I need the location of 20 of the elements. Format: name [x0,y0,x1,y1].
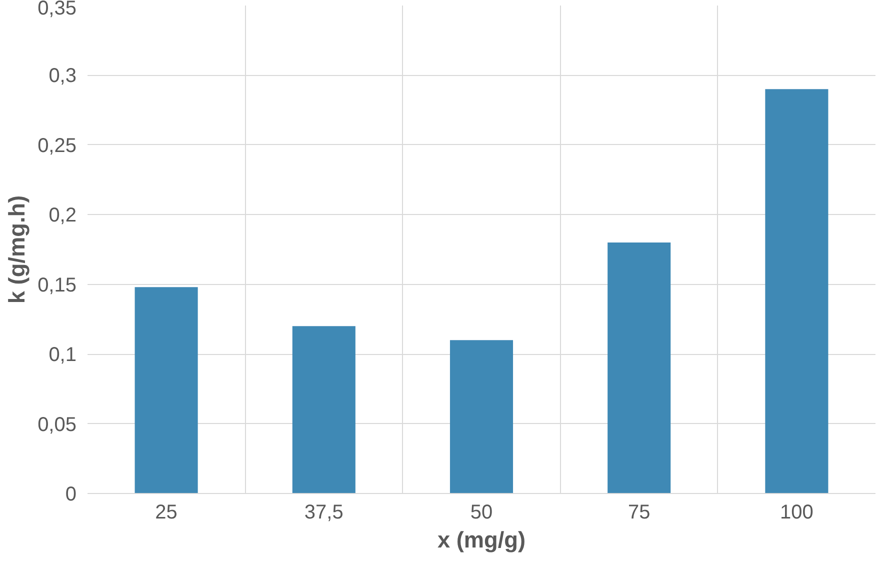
bar [765,89,828,494]
x-tick-label: 100 [780,502,814,524]
y-tick-label: 0,35 [38,0,77,20]
x-axis-title: x (mg/g) [437,526,526,552]
y-tick-label: 0,25 [38,134,77,157]
y-tick-label: 0,3 [48,65,77,88]
y-tick-label: 0,15 [38,274,77,296]
bar [450,340,514,494]
x-tick-label: 75 [628,502,650,524]
y-tick-label: 0 [65,484,76,506]
bar [134,287,198,494]
bar [608,242,671,494]
y-tick-label: 0,05 [38,414,77,436]
y-tick-label: 0,2 [48,204,77,227]
x-tick-label: 25 [155,502,178,524]
y-axis-title: k (g/mg.h) [4,195,30,304]
y-tick-label: 0,1 [48,344,77,366]
bar [292,326,356,494]
x-tick-label: 50 [470,502,493,524]
x-tick-label: 37,5 [304,502,344,524]
